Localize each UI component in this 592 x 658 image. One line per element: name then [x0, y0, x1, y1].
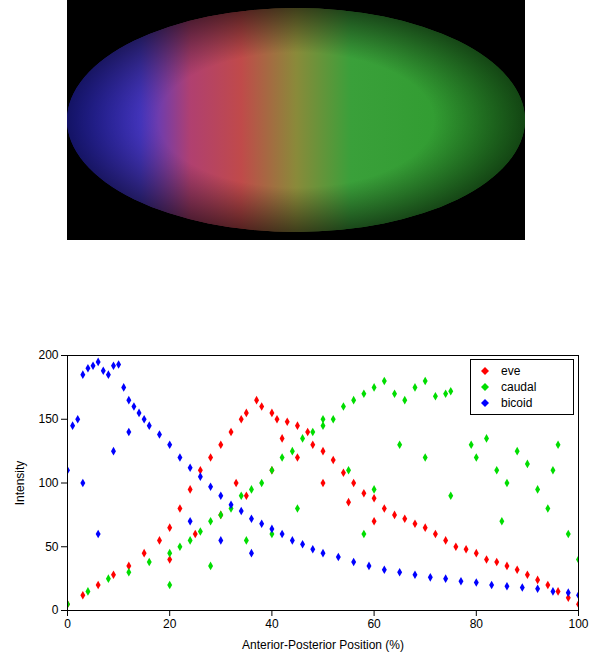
html-text:eve: eve — [501, 364, 521, 378]
html-text:caudal: caudal — [501, 380, 537, 394]
svg-text:60: 60 — [367, 617, 381, 631]
svg-text:40: 40 — [265, 617, 279, 631]
svg-text:100: 100 — [38, 476, 58, 490]
html-text:bicoid: bicoid — [501, 396, 533, 410]
svg-text:0: 0 — [52, 603, 59, 617]
svg-text:200: 200 — [38, 348, 58, 362]
svg-text:Intensity: Intensity — [13, 461, 27, 506]
svg-text:20: 20 — [163, 617, 177, 631]
svg-text:0: 0 — [64, 617, 71, 631]
svg-text:100: 100 — [568, 617, 588, 631]
svg-text:Anterior-Posterior Position (%: Anterior-Posterior Position (%) — [242, 638, 404, 652]
svg-text:80: 80 — [470, 617, 484, 631]
svg-text:50: 50 — [45, 540, 59, 554]
svg-text:150: 150 — [38, 412, 58, 426]
